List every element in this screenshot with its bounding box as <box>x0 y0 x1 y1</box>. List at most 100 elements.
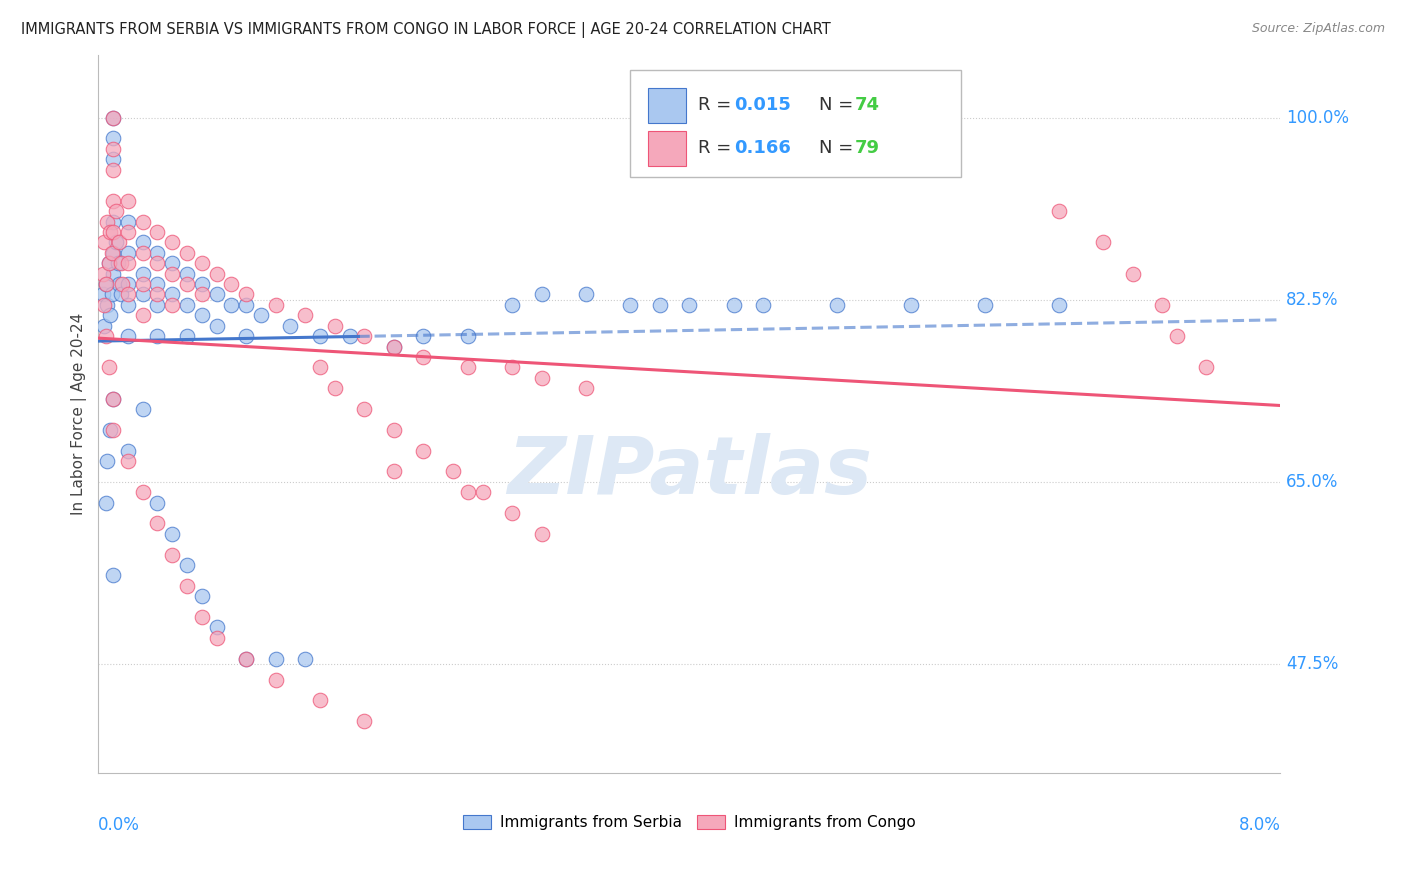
Point <box>723 298 745 312</box>
Point <box>117 329 139 343</box>
Point <box>160 526 183 541</box>
Point <box>412 350 434 364</box>
Point <box>1122 267 1144 281</box>
Point <box>98 423 121 437</box>
Point <box>160 235 183 250</box>
Point <box>176 579 198 593</box>
Point <box>101 392 124 406</box>
Point <box>160 298 183 312</box>
Point <box>191 589 214 603</box>
Point <box>101 225 124 239</box>
Point <box>97 256 120 270</box>
Point <box>353 329 375 343</box>
Point <box>221 298 243 312</box>
Point <box>309 360 332 375</box>
Point <box>98 225 121 239</box>
Legend: Immigrants from Serbia, Immigrants from Congo: Immigrants from Serbia, Immigrants from … <box>463 815 915 830</box>
Point <box>752 298 775 312</box>
Point <box>412 443 434 458</box>
Point <box>131 245 153 260</box>
Text: 82.5%: 82.5% <box>1286 291 1339 309</box>
Point <box>101 194 124 208</box>
Point <box>530 526 553 541</box>
Point <box>176 329 198 343</box>
Point <box>353 714 375 728</box>
Point <box>264 673 287 687</box>
Point <box>101 111 124 125</box>
Text: 0.015: 0.015 <box>734 96 792 114</box>
Point <box>441 464 464 478</box>
Point <box>530 370 553 384</box>
Point <box>176 277 198 291</box>
Point <box>501 506 523 520</box>
Point <box>264 651 287 665</box>
FancyBboxPatch shape <box>648 88 686 123</box>
Point <box>93 318 115 333</box>
Point <box>235 287 257 301</box>
FancyBboxPatch shape <box>648 131 686 167</box>
Point <box>648 298 671 312</box>
Point <box>146 277 169 291</box>
Point <box>191 610 214 624</box>
Point <box>160 267 183 281</box>
Point <box>146 516 169 531</box>
Point <box>501 298 523 312</box>
Point <box>105 204 128 219</box>
Text: 0.166: 0.166 <box>734 139 792 158</box>
Point <box>93 298 115 312</box>
Point <box>146 245 169 260</box>
Text: 65.0%: 65.0% <box>1286 473 1339 491</box>
Text: R =: R = <box>697 139 737 158</box>
Point <box>101 131 124 145</box>
Point <box>191 256 214 270</box>
Point <box>323 381 346 395</box>
Point <box>235 651 257 665</box>
Point <box>264 298 287 312</box>
Point <box>117 245 139 260</box>
Point <box>176 267 198 281</box>
Point <box>1152 298 1174 312</box>
Point <box>146 495 169 509</box>
Point <box>1047 204 1070 219</box>
Point <box>191 308 214 322</box>
Point <box>110 256 132 270</box>
Text: Source: ZipAtlas.com: Source: ZipAtlas.com <box>1251 22 1385 36</box>
Point <box>294 308 316 322</box>
Text: 74: 74 <box>855 96 880 114</box>
Point <box>501 360 523 375</box>
Point <box>530 287 553 301</box>
Point <box>110 287 132 301</box>
Point <box>117 443 139 458</box>
Point <box>280 318 302 333</box>
Point <box>108 235 131 250</box>
Point <box>146 256 169 270</box>
Point <box>176 245 198 260</box>
Point <box>107 256 129 270</box>
Point <box>131 235 153 250</box>
Point <box>131 287 153 301</box>
Text: N =: N = <box>820 139 859 158</box>
Point <box>91 287 114 301</box>
Point <box>101 568 124 582</box>
Point <box>101 152 124 166</box>
Point <box>94 329 117 343</box>
Point <box>205 318 228 333</box>
Text: N =: N = <box>820 96 859 114</box>
Point <box>117 298 139 312</box>
Point <box>191 287 214 301</box>
Point <box>353 401 375 416</box>
Point <box>191 277 214 291</box>
Point <box>1195 360 1218 375</box>
Point <box>117 256 139 270</box>
Point <box>117 214 139 228</box>
Point <box>160 256 183 270</box>
Point <box>146 298 169 312</box>
Point <box>100 287 122 301</box>
Point <box>131 308 153 322</box>
Point <box>97 256 120 270</box>
Point <box>105 235 128 250</box>
Point <box>309 693 332 707</box>
Point <box>101 111 124 125</box>
Point <box>160 287 183 301</box>
Point <box>101 423 124 437</box>
